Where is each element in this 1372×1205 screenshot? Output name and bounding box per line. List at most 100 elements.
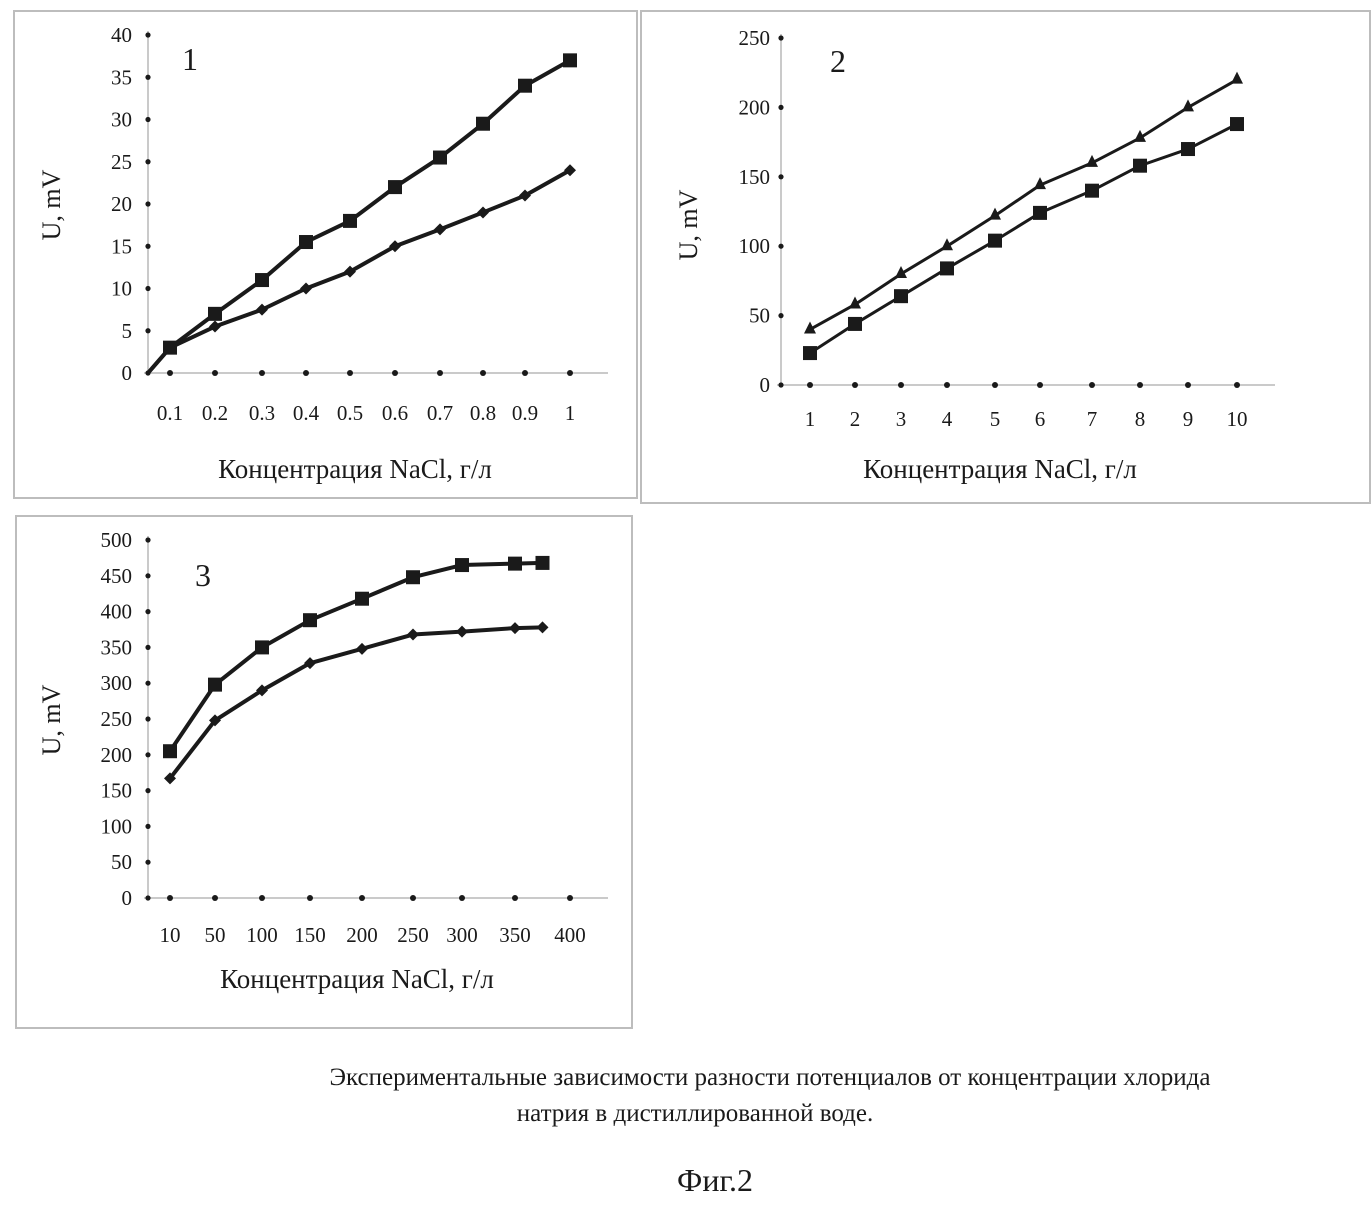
data-point-diamond (256, 684, 268, 697)
y-tick-mark (145, 32, 151, 38)
x-tick-mark (459, 895, 465, 901)
y-axis-title: U, mV (674, 189, 703, 260)
data-point-diamond (356, 642, 368, 655)
y-tick-mark (145, 285, 151, 292)
y-tick-mark (145, 895, 151, 901)
x-tick-label: 10 (1227, 407, 1248, 431)
data-point-diamond (407, 628, 419, 641)
x-tick-mark (347, 370, 353, 376)
data-point-square (388, 180, 402, 195)
x-axis-title: Концентрация NaCl, г/л (863, 454, 1137, 484)
x-tick-mark (167, 370, 173, 376)
x-tick-mark (259, 895, 265, 901)
data-point-square (940, 261, 954, 276)
data-point-square (299, 235, 313, 250)
x-axis-title: Концентрация NaCl, г/л (218, 454, 492, 484)
data-point-square (208, 677, 222, 692)
y-tick-label: 25 (111, 150, 132, 174)
panel-number: 1 (182, 41, 198, 77)
data-point-diamond (536, 621, 549, 634)
series-line-square-series (168, 560, 543, 753)
y-tick-label: 35 (111, 65, 132, 89)
y-tick-mark (145, 243, 151, 249)
y-tick-label: 250 (101, 707, 133, 731)
data-point-triangle (895, 265, 907, 278)
y-tick-mark (145, 859, 151, 865)
series-line-diamond-series (168, 625, 543, 780)
data-point-diamond (304, 657, 316, 670)
data-point-square (1230, 117, 1244, 132)
y-tick-mark (145, 788, 151, 794)
y-tick-mark (145, 537, 151, 543)
y-tick-label: 500 (101, 528, 133, 552)
x-tick-label: 1 (565, 401, 576, 425)
data-point-diamond (389, 240, 401, 253)
x-tick-mark (303, 370, 309, 376)
x-tick-label: 4 (942, 407, 953, 431)
data-point-diamond (209, 320, 221, 333)
chart-panel-3 (15, 515, 633, 1029)
data-point-square (1085, 183, 1099, 198)
panel-number: 3 (195, 557, 211, 593)
y-tick-mark (145, 644, 151, 651)
x-tick-label: 0.6 (382, 401, 408, 425)
x-tick-mark (307, 895, 313, 901)
y-tick-mark (145, 328, 151, 334)
x-tick-label: 8 (1135, 407, 1146, 431)
series-line-diamond-series (146, 168, 571, 375)
x-tick-mark (410, 895, 416, 901)
data-point-square (303, 613, 317, 628)
x-tick-mark (392, 370, 398, 376)
data-point-square (255, 640, 269, 655)
x-tick-label: 250 (397, 923, 429, 947)
data-point-diamond (456, 625, 468, 638)
series-line-square-series (809, 122, 1238, 355)
y-tick-label: 450 (101, 564, 133, 588)
y-tick-mark (778, 174, 784, 180)
x-tick-mark (1234, 382, 1240, 388)
data-point-square (208, 306, 222, 321)
x-tick-mark (259, 370, 265, 376)
caption-line-2: натрия в дистиллированной воде. (516, 1100, 874, 1127)
y-tick-mark (145, 74, 151, 80)
y-tick-mark (145, 159, 151, 165)
y-tick-label: 300 (101, 671, 133, 695)
y-tick-label: 150 (101, 779, 133, 803)
x-tick-mark (359, 895, 365, 901)
x-tick-label: 300 (446, 923, 478, 947)
data-point-square (848, 316, 862, 331)
x-tick-label: 350 (499, 923, 531, 947)
data-point-diamond (300, 282, 312, 295)
x-tick-mark (212, 370, 218, 376)
x-tick-mark (212, 895, 218, 901)
data-point-square (255, 273, 269, 288)
x-tick-label: 100 (246, 923, 278, 947)
y-tick-mark (145, 116, 151, 123)
data-point-square (563, 53, 577, 68)
y-tick-mark (778, 243, 784, 249)
panel-number: 2 (830, 43, 846, 79)
x-tick-mark (522, 370, 528, 376)
x-tick-label: 5 (990, 407, 1001, 431)
data-point-triangle (1182, 99, 1194, 112)
y-tick-label: 150 (739, 165, 771, 189)
y-tick-mark (145, 752, 151, 758)
y-tick-mark (145, 680, 151, 686)
y-tick-mark (778, 35, 784, 41)
y-tick-label: 50 (111, 850, 132, 874)
data-point-triangle (989, 207, 1001, 220)
x-tick-label: 0.3 (249, 401, 275, 425)
data-point-triangle (1086, 154, 1098, 167)
x-tick-label: 1 (805, 407, 816, 431)
series-line-triangle-series (809, 78, 1238, 331)
x-tick-mark (567, 370, 573, 376)
y-tick-label: 0 (122, 361, 133, 385)
x-tick-label: 7 (1087, 407, 1098, 431)
x-tick-label: 400 (554, 923, 586, 947)
y-tick-label: 5 (122, 319, 133, 343)
y-tick-label: 200 (739, 95, 771, 119)
data-point-triangle (849, 296, 861, 309)
x-tick-mark (944, 382, 950, 388)
x-tick-label: 0.1 (157, 401, 183, 425)
